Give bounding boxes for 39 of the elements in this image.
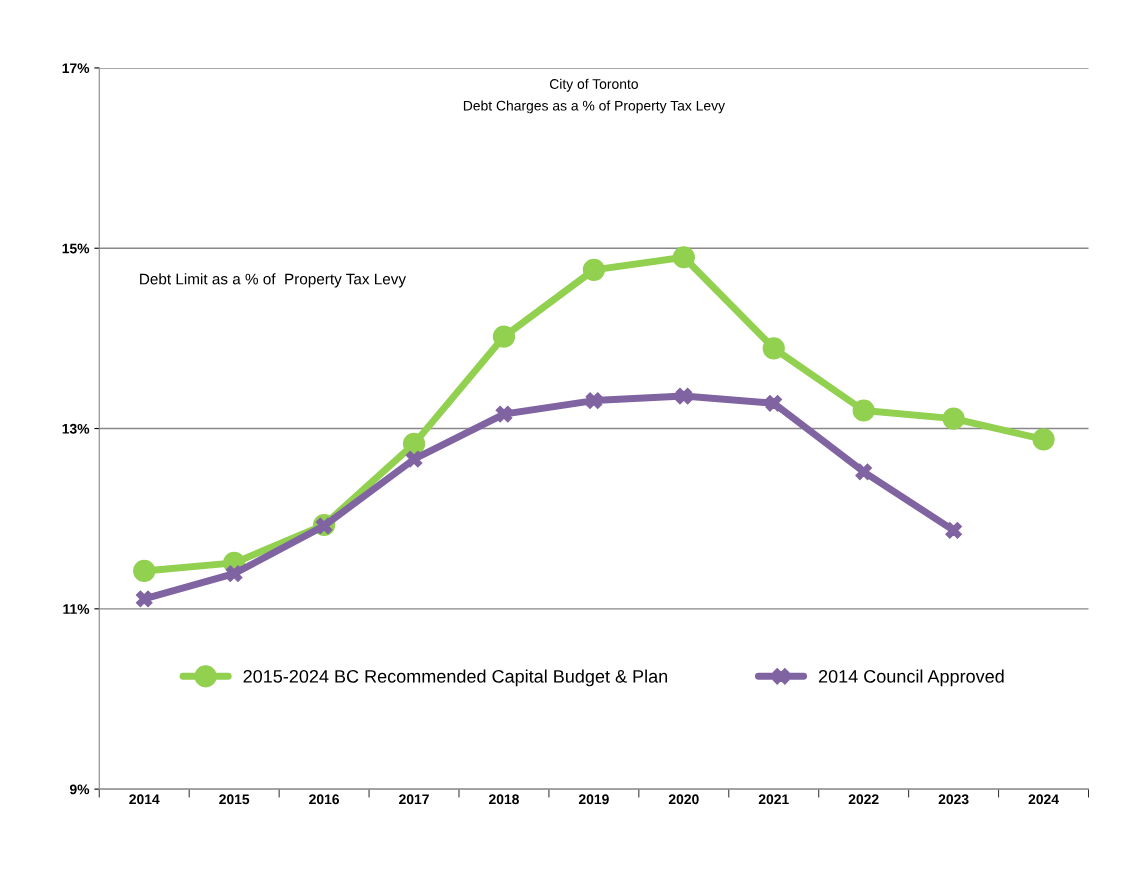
point [1032,428,1055,451]
y-tick-label: 9% [69,784,90,795]
point [945,522,962,539]
point [405,450,423,468]
annotation: Debt Limit as a % of Property Tax Levy [140,273,406,288]
point [225,565,243,583]
point [765,394,783,412]
x-tick-label: 2024 [1028,794,1059,805]
legend-label: 2015-2024 BC Recommended Capital Budget & Plan [243,669,668,687]
text: City of Toronto [549,78,638,92]
y-tick-label: 17% [62,63,90,74]
point [672,246,695,269]
point [852,399,875,422]
x-tick-label: 2016 [309,794,340,805]
point [942,407,965,430]
x-tick-label: 2020 [668,794,699,805]
x-tick-label: 2017 [399,794,429,805]
x-tick-label: 2018 [488,794,519,805]
point [495,405,513,423]
x-tick-label: 2019 [578,794,609,805]
y-tick-label: 11% [63,604,90,614]
point [133,559,156,583]
x-tick-label: 2023 [938,794,969,805]
legend-label: 2014 Council Approved [818,669,1004,687]
point [402,432,426,455]
point [135,590,153,608]
point [762,337,785,360]
x-tick-label: 2021 [758,794,789,805]
point [492,325,516,348]
point [675,387,693,405]
x-tick-label: 2015 [219,794,250,805]
point [855,463,873,481]
x-tick-label: 2014 [129,794,160,805]
x-tick-label: 2022 [848,794,879,805]
text: Debt Charges as a % of Property Tax Levy [463,100,725,114]
y-tick-label: 15% [62,243,90,254]
point [585,392,603,409]
point [582,258,606,281]
y-tick-label: 13% [62,423,90,434]
